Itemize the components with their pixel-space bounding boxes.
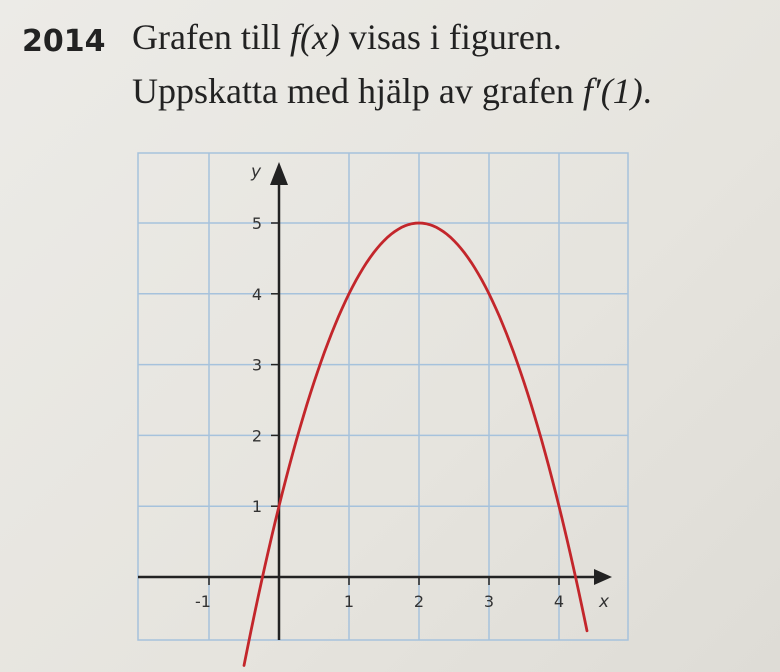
x-axis-label: x [598, 592, 610, 612]
text: visas i figuren. [339, 17, 562, 57]
y-axis-arrow-icon [270, 162, 288, 185]
problem-number: 2014 [22, 24, 106, 59]
y-tick-label: 4 [252, 285, 262, 304]
x-tick-label: 2 [414, 592, 424, 611]
derivative-expression: f′(1) [582, 71, 643, 111]
y-axis-label: y [250, 162, 262, 182]
y-tick-label: 1 [252, 497, 262, 516]
problem-line-2: Uppskatta med hjälp av grafen f′(1). [132, 70, 652, 112]
x-tick-label: 4 [554, 592, 564, 611]
y-tick-label: 2 [252, 426, 262, 445]
x-axis-arrow-icon [594, 569, 612, 585]
text: Uppskatta med hjälp av grafen [132, 71, 583, 111]
x-tick-label: 1 [344, 592, 354, 611]
series-curve [242, 221, 589, 667]
y-tick-label: 5 [252, 214, 262, 233]
text: Grafen till [132, 17, 290, 57]
problem-line-1: Grafen till f(x) visas i figuren. [132, 16, 562, 58]
x-tick-label: -1 [195, 592, 211, 611]
grid-border [137, 152, 629, 641]
x-tick-label: 3 [484, 592, 494, 611]
function-name: f(x) [289, 17, 340, 57]
y-tick-label: 3 [252, 356, 262, 375]
text: . [642, 71, 652, 111]
